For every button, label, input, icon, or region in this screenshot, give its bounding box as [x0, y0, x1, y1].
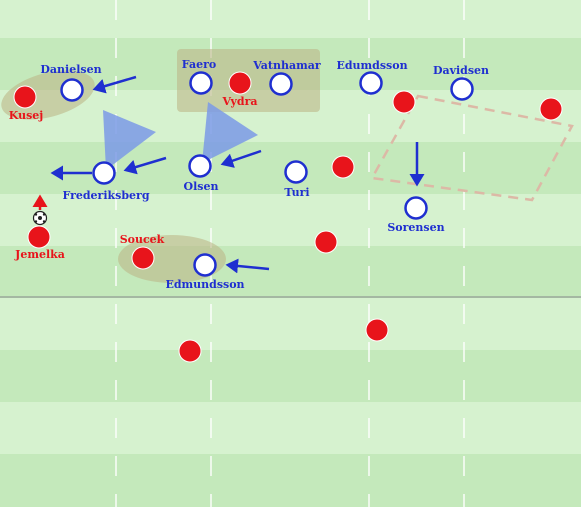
blue-player-vatnhamar	[269, 72, 293, 96]
cover-shadow-olsen	[202, 102, 258, 163]
blue-player-davidsen	[450, 77, 474, 101]
arrow-olsen	[220, 149, 262, 168]
label-edumdsson: Edumdsson	[336, 59, 407, 72]
blue-player-olsen	[188, 154, 212, 178]
soccer-ball-icon	[32, 210, 48, 226]
label-faero: Faero	[182, 58, 216, 71]
soccer-ball-patch	[38, 216, 42, 220]
soccer-ball-patch	[42, 213, 46, 216]
pitch-stripe	[0, 350, 581, 402]
blue-player-danielsen	[60, 78, 84, 102]
label-soucek: Soucek	[120, 233, 165, 246]
pitch-stripe	[0, 454, 581, 507]
red-team	[13, 71, 563, 363]
soccer-ball-patch	[42, 220, 46, 223]
label-olsen: Olsen	[184, 180, 219, 193]
red-player	[331, 155, 355, 179]
red-player	[314, 230, 338, 254]
label-turi: Turi	[284, 186, 309, 199]
label-vatnhamar: Vatnhamar	[252, 59, 321, 72]
label-edmundsson: Edmundsson	[165, 278, 244, 291]
label-jemelka: Jemelka	[14, 248, 65, 261]
red-player	[539, 97, 563, 121]
blue-player-frederiksberg	[92, 161, 116, 185]
blue-player-turi	[284, 160, 308, 184]
pitch-stripe	[0, 246, 581, 298]
arrow-edmundsson	[225, 258, 270, 274]
red-player	[178, 339, 202, 363]
red-player-kusej	[13, 85, 37, 109]
label-danielsen: Danielsen	[40, 63, 101, 76]
label-davidsen: Davidsen	[433, 64, 489, 77]
label-frederiksberg: Frederiksberg	[62, 189, 149, 202]
label-sorensen: Sorensen	[387, 221, 444, 234]
red-player	[365, 318, 389, 342]
red-player-vydra	[228, 71, 252, 95]
red-player-soucek	[131, 246, 155, 270]
red-player-jemelka	[27, 225, 51, 249]
red-player	[392, 90, 416, 114]
blue-player-faero	[189, 71, 213, 95]
blue-player-sorensen	[404, 196, 428, 220]
dashed-space-zone	[370, 94, 574, 202]
soccer-ball-patch	[34, 220, 38, 223]
arrow-danielsen	[92, 75, 137, 94]
movement-arrows	[50, 75, 425, 274]
label-vydra: Vydra	[221, 95, 257, 108]
blue-team	[60, 71, 474, 277]
label-kusej: Kusej	[9, 109, 44, 122]
blue-player-edmundsson	[193, 253, 217, 277]
soccer-ball-patch	[34, 213, 38, 216]
cover-shadow-frederiksberg	[103, 110, 156, 170]
blue-player-edumdsson	[359, 71, 383, 95]
arrow-frederiksberg-in	[123, 156, 167, 175]
